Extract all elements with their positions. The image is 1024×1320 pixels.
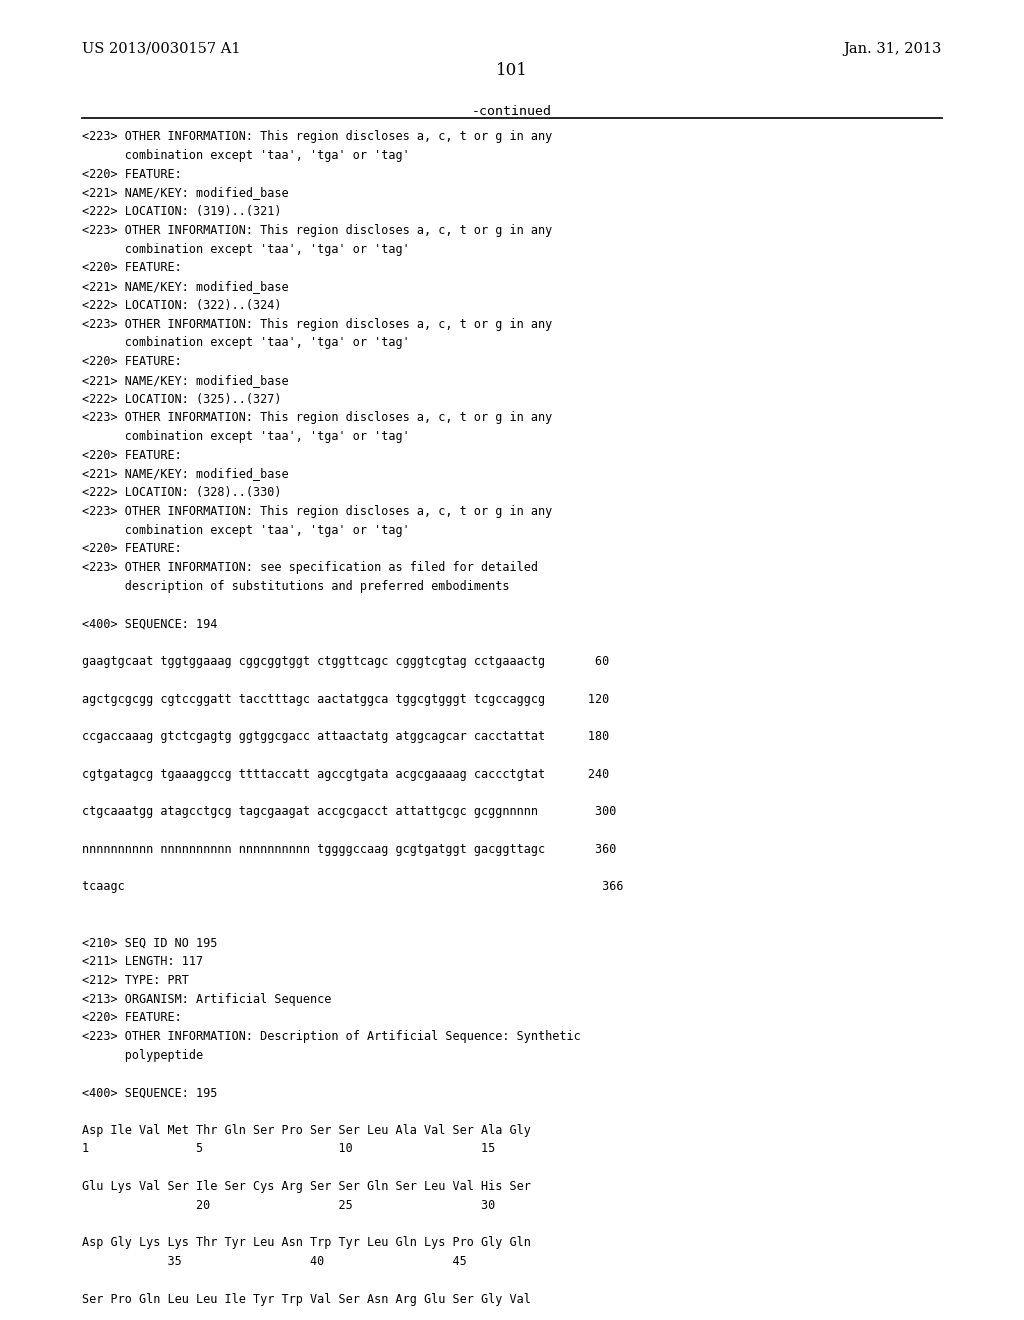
Text: <400> SEQUENCE: 195: <400> SEQUENCE: 195 (82, 1086, 217, 1100)
Text: <221> NAME/KEY: modified_base: <221> NAME/KEY: modified_base (82, 186, 289, 199)
Text: <222> LOCATION: (328)..(330): <222> LOCATION: (328)..(330) (82, 486, 282, 499)
Text: <223> OTHER INFORMATION: This region discloses a, c, t or g in any: <223> OTHER INFORMATION: This region dis… (82, 224, 552, 236)
Text: <222> LOCATION: (325)..(327): <222> LOCATION: (325)..(327) (82, 392, 282, 405)
Text: combination except 'taa', 'tga' or 'tag': combination except 'taa', 'tga' or 'tag' (82, 430, 410, 444)
Text: <211> LENGTH: 117: <211> LENGTH: 117 (82, 954, 203, 968)
Text: <220> FEATURE:: <220> FEATURE: (82, 543, 181, 556)
Text: tcaagc                                                                   366: tcaagc 366 (82, 880, 624, 894)
Text: <222> LOCATION: (319)..(321): <222> LOCATION: (319)..(321) (82, 205, 282, 218)
Text: -continued: -continued (472, 106, 552, 117)
Text: gaagtgcaat tggtggaaag cggcggtggt ctggttcagc cgggtcgtag cctgaaactg       60: gaagtgcaat tggtggaaag cggcggtggt ctggttc… (82, 655, 609, 668)
Text: polypeptide: polypeptide (82, 1049, 203, 1061)
Text: ctgcaaatgg atagcctgcg tagcgaagat accgcgacct attattgcgc gcggnnnnn        300: ctgcaaatgg atagcctgcg tagcgaagat accgcga… (82, 805, 616, 818)
Text: <223> OTHER INFORMATION: This region discloses a, c, t or g in any: <223> OTHER INFORMATION: This region dis… (82, 506, 552, 517)
Text: <213> ORGANISM: Artificial Sequence: <213> ORGANISM: Artificial Sequence (82, 993, 332, 1006)
Text: combination except 'taa', 'tga' or 'tag': combination except 'taa', 'tga' or 'tag' (82, 243, 410, 256)
Text: cgtgatagcg tgaaaggccg ttttaccatt agccgtgata acgcgaaaag caccctgtat      240: cgtgatagcg tgaaaggccg ttttaccatt agccgtg… (82, 767, 609, 780)
Text: <220> FEATURE:: <220> FEATURE: (82, 168, 181, 181)
Text: <220> FEATURE:: <220> FEATURE: (82, 261, 181, 275)
Text: Glu Lys Val Ser Ile Ser Cys Arg Ser Ser Gln Ser Leu Val His Ser: Glu Lys Val Ser Ile Ser Cys Arg Ser Ser … (82, 1180, 530, 1193)
Text: <400> SEQUENCE: 194: <400> SEQUENCE: 194 (82, 618, 217, 631)
Text: <210> SEQ ID NO 195: <210> SEQ ID NO 195 (82, 936, 217, 949)
Text: nnnnnnnnnn nnnnnnnnnn nnnnnnnnnn tggggccaag gcgtgatggt gacggttagc       360: nnnnnnnnnn nnnnnnnnnn nnnnnnnnnn tggggcc… (82, 842, 616, 855)
Text: <223> OTHER INFORMATION: This region discloses a, c, t or g in any: <223> OTHER INFORMATION: This region dis… (82, 318, 552, 330)
Text: <212> TYPE: PRT: <212> TYPE: PRT (82, 974, 188, 987)
Text: <220> FEATURE:: <220> FEATURE: (82, 355, 181, 368)
Text: description of substitutions and preferred embodiments: description of substitutions and preferr… (82, 579, 510, 593)
Text: <220> FEATURE:: <220> FEATURE: (82, 1011, 181, 1024)
Text: US 2013/0030157 A1: US 2013/0030157 A1 (82, 42, 241, 55)
Text: <221> NAME/KEY: modified_base: <221> NAME/KEY: modified_base (82, 467, 289, 480)
Text: <221> NAME/KEY: modified_base: <221> NAME/KEY: modified_base (82, 374, 289, 387)
Text: combination except 'taa', 'tga' or 'tag': combination except 'taa', 'tga' or 'tag' (82, 524, 410, 537)
Text: <223> OTHER INFORMATION: This region discloses a, c, t or g in any: <223> OTHER INFORMATION: This region dis… (82, 129, 552, 143)
Text: Asp Ile Val Met Thr Gln Ser Pro Ser Ser Leu Ala Val Ser Ala Gly: Asp Ile Val Met Thr Gln Ser Pro Ser Ser … (82, 1123, 530, 1137)
Text: ccgaccaaag gtctcgagtg ggtggcgacc attaactatg atggcagcar cacctattat      180: ccgaccaaag gtctcgagtg ggtggcgacc attaact… (82, 730, 609, 743)
Text: Ser Pro Gln Leu Leu Ile Tyr Trp Val Ser Asn Arg Glu Ser Gly Val: Ser Pro Gln Leu Leu Ile Tyr Trp Val Ser … (82, 1292, 530, 1305)
Text: <223> OTHER INFORMATION: This region discloses a, c, t or g in any: <223> OTHER INFORMATION: This region dis… (82, 412, 552, 424)
Text: 1               5                   10                  15: 1 5 10 15 (82, 1143, 496, 1155)
Text: combination except 'taa', 'tga' or 'tag': combination except 'taa', 'tga' or 'tag' (82, 149, 410, 162)
Text: <223> OTHER INFORMATION: see specification as filed for detailed: <223> OTHER INFORMATION: see specificati… (82, 561, 538, 574)
Text: Asp Gly Lys Lys Thr Tyr Leu Asn Trp Tyr Leu Gln Lys Pro Gly Gln: Asp Gly Lys Lys Thr Tyr Leu Asn Trp Tyr … (82, 1237, 530, 1249)
Text: combination except 'taa', 'tga' or 'tag': combination except 'taa', 'tga' or 'tag' (82, 337, 410, 350)
Text: 20                  25                  30: 20 25 30 (82, 1199, 496, 1212)
Text: agctgcgcgg cgtccggatt tacctttagc aactatggca tggcgtgggt tcgccaggcg      120: agctgcgcgg cgtccggatt tacctttagc aactatg… (82, 693, 609, 705)
Text: <220> FEATURE:: <220> FEATURE: (82, 449, 181, 462)
Text: <223> OTHER INFORMATION: Description of Artificial Sequence: Synthetic: <223> OTHER INFORMATION: Description of … (82, 1030, 581, 1043)
Text: Jan. 31, 2013: Jan. 31, 2013 (844, 42, 942, 55)
Text: <221> NAME/KEY: modified_base: <221> NAME/KEY: modified_base (82, 280, 289, 293)
Text: <222> LOCATION: (322)..(324): <222> LOCATION: (322)..(324) (82, 298, 282, 312)
Text: 101: 101 (496, 62, 528, 79)
Text: 35                  40                  45: 35 40 45 (82, 1255, 467, 1269)
